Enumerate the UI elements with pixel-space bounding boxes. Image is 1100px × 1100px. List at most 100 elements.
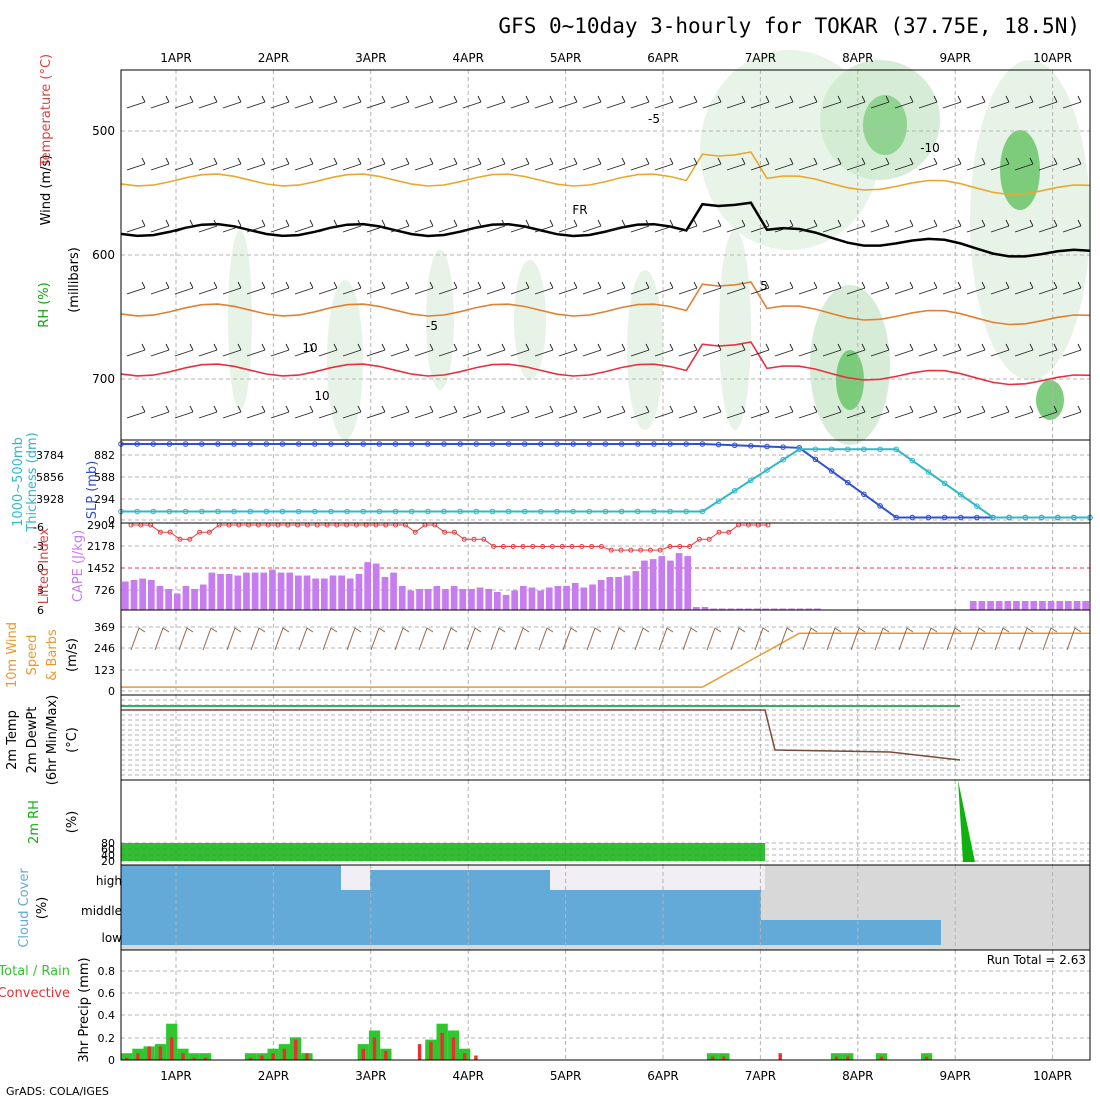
cape-bar [987,601,994,610]
cape-bar [580,587,588,610]
cape-bar [485,589,493,610]
wind-barb [558,95,578,109]
wind-barb [486,157,506,171]
slp-axis-label-part: SLP (mb) [85,461,100,520]
dewpt-axis-label-part: 2m DewPt [25,707,40,774]
wind-barb [606,95,626,109]
wind-barb [606,157,626,171]
top-day-label: 6APR [647,51,678,65]
precip-conv-bar [192,1057,196,1060]
wind-barb [702,281,722,295]
cape-bar [520,586,527,610]
slp-line-marker [134,441,140,447]
lifted-line [131,524,768,551]
surface-wind-barb [898,627,914,651]
wind-barb [318,405,338,419]
rh2m-tick-label: 60 [101,843,115,856]
wind-barb [438,343,458,357]
cape-bar [571,583,579,610]
wind-barb [414,343,434,357]
slp-line-marker [263,441,270,447]
bottom-day-label: 2APR [258,1069,289,1083]
slp-line-marker [861,491,867,498]
thickness-line-marker [667,508,673,515]
precip-conv-bar [474,1055,478,1060]
pressure-axis-label: (millibars) [67,247,82,313]
lifted-axis-label-part: Lifted Index [37,527,52,604]
cape-bar [225,574,233,610]
cape-bar [1082,601,1089,610]
thickness-line-marker [554,508,560,515]
contour-label: -5 [648,112,660,126]
wind-barb [750,219,770,233]
rh2m-unit-label-part: (%) [65,811,80,834]
cape-bar [693,607,700,610]
slp-line-marker [295,441,302,447]
contour-label: 10 [314,389,329,403]
wind-barb [366,95,386,109]
thickness-line-marker [473,508,480,515]
rh-shading [228,230,252,410]
thickness-line-marker [844,446,851,453]
cloud-unit-label-part: (%) [35,897,50,920]
cape-bar [762,608,769,610]
cape-bar [355,574,363,610]
cape-bar [969,601,977,610]
cape-bar [1039,601,1046,610]
minmax-axis-label: (6hr Min/Max) [45,695,60,785]
wind-barb [486,405,506,419]
precip-tick-label: 0.8 [98,965,116,978]
top-day-label: 3APR [355,51,386,65]
slp-line-marker [521,441,528,447]
wind-barb [846,405,866,419]
wind-barb [150,405,170,419]
wind-barb [1014,281,1034,295]
slp-line-marker [489,441,496,447]
wind-barb [774,281,794,295]
wind-barb [726,95,746,109]
wind-barb [750,343,770,357]
thickness-line-marker [1006,514,1013,521]
wind-barb [942,405,962,419]
wind-barb [462,343,482,357]
wind-barb [390,281,410,295]
surface-wind-barb [970,627,986,651]
slp-line-marker [215,441,221,447]
surface-wind-barb [874,627,890,651]
wind-barb [654,219,674,233]
cape-bar [615,577,622,610]
thickness-line-marker [441,508,447,515]
precip-conv-bar [158,1046,163,1060]
wind-barb [246,405,266,419]
wind10m-barbs-label: & Barbs [45,629,60,681]
cape-bar [719,608,726,610]
wind-barb [774,343,794,357]
wind-barb [390,95,410,109]
cape-bar [182,586,190,610]
thickness-line-marker [990,514,996,521]
cape-bar [1013,601,1020,610]
cape-bar [667,560,674,610]
temp2m-axis-label-part: 2m Temp [5,710,20,770]
wind-barb [558,281,578,295]
cape-bar [476,587,484,610]
wind-barb [438,219,458,233]
wind-barb [246,95,266,109]
wind-barb [390,219,410,233]
precip-conv-bar [384,1050,388,1060]
cape-bar [632,571,640,610]
wind-barb [1062,95,1082,109]
wind-barb [870,157,890,171]
cape-bar [407,590,415,610]
precip-conv-bar [181,1053,185,1060]
wind-barb [414,95,434,109]
cloud-high-area [370,870,550,890]
dewpt-axis-label: 2m DewPt [25,707,40,774]
thickness-line-marker [651,508,657,515]
cape-bar [468,589,475,610]
thickness-line-marker [635,508,641,515]
wind-barb [294,281,314,295]
wind-barb [654,405,674,419]
slp-tick-label: 588 [94,471,115,484]
cape-bar [459,589,467,610]
